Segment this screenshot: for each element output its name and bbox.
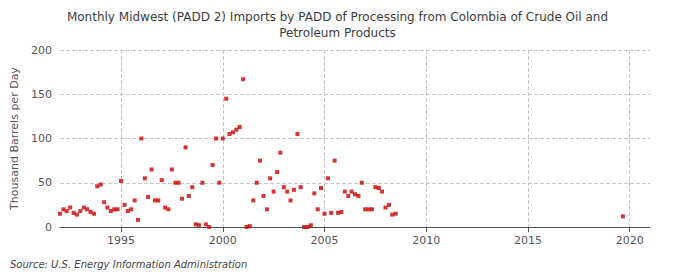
svg-text:2005: 2005 [310,234,338,247]
svg-text:Source: U.S. Energy Informatio: Source: U.S. Energy Information Administ… [10,259,247,270]
svg-text:200: 200 [31,44,52,57]
svg-text:Monthly Midwest (PADD 2) Impor: Monthly Midwest (PADD 2) Imports by PADD… [67,10,608,24]
svg-text:2020: 2020 [616,234,644,247]
svg-text:2000: 2000 [209,234,237,247]
svg-text:50: 50 [38,176,52,189]
svg-text:150: 150 [31,88,52,101]
svg-text:2015: 2015 [514,234,542,247]
svg-text:Petroleum Products: Petroleum Products [279,26,396,40]
svg-text:100: 100 [31,132,52,145]
svg-text:Thousand Barrels per Day: Thousand Barrels per Day [8,67,21,211]
svg-text:0: 0 [45,221,52,234]
svg-text:2010: 2010 [412,234,440,247]
svg-text:1995: 1995 [107,234,135,247]
